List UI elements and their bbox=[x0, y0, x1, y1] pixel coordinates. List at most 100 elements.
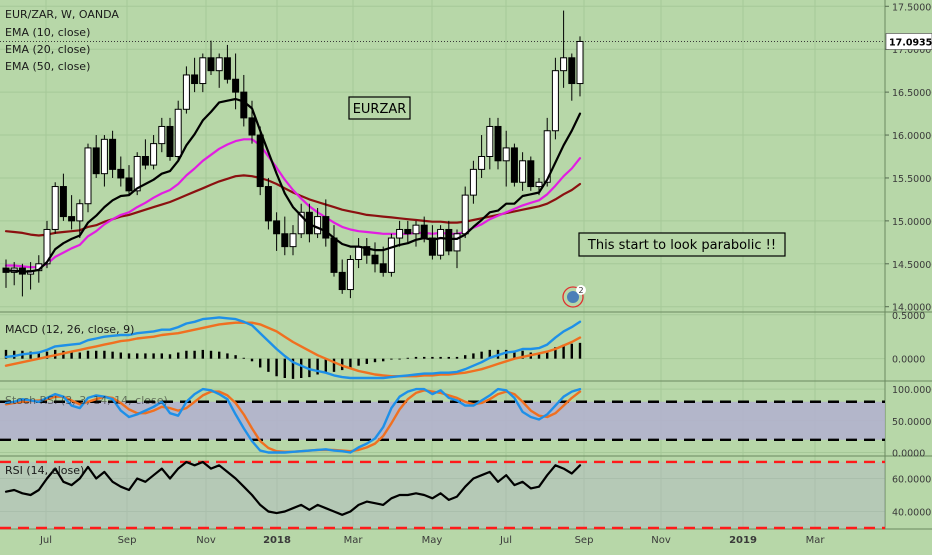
candle[interactable] bbox=[551, 57, 559, 140]
legend-ema50[interactable]: EMA (50, close) bbox=[5, 60, 90, 73]
candle[interactable] bbox=[346, 255, 354, 299]
candle-body-down bbox=[363, 246, 371, 256]
candle[interactable] bbox=[502, 130, 510, 187]
candle[interactable] bbox=[576, 36, 584, 97]
macd-histogram-bar bbox=[472, 353, 475, 359]
macd-line[interactable] bbox=[4, 316, 582, 380]
legend-ema10[interactable]: EMA (10, close) bbox=[5, 26, 90, 39]
candle[interactable] bbox=[141, 139, 149, 170]
candle[interactable] bbox=[387, 233, 395, 277]
macd-histogram-bar bbox=[390, 358, 393, 360]
candle[interactable] bbox=[68, 195, 76, 230]
candle[interactable] bbox=[223, 44, 231, 84]
macd-histogram-bar bbox=[259, 358, 262, 368]
annotation-title[interactable]: EURZAR bbox=[348, 96, 411, 120]
candle[interactable] bbox=[494, 117, 502, 170]
idea-badge-count: 2 bbox=[578, 286, 583, 295]
macd-histogram-bar bbox=[177, 352, 180, 359]
candle[interactable] bbox=[510, 143, 518, 187]
annotation-note[interactable]: This start to look parabolic !! bbox=[578, 232, 786, 257]
macd-histogram-bar bbox=[341, 358, 344, 371]
candle[interactable] bbox=[469, 160, 477, 204]
candle[interactable] bbox=[338, 259, 346, 294]
candle-body-up bbox=[486, 125, 494, 158]
candle[interactable] bbox=[92, 135, 100, 178]
legend-ema20[interactable]: EMA (20, close) bbox=[5, 43, 90, 56]
ema10-line[interactable] bbox=[4, 97, 582, 273]
candle[interactable] bbox=[412, 220, 420, 247]
candle[interactable] bbox=[322, 199, 330, 247]
axes: MACD (12, 26, close, 9) Stoch RSI (3, 3, … bbox=[5, 2, 932, 546]
candle-body-up bbox=[412, 224, 420, 235]
candle[interactable] bbox=[289, 225, 297, 256]
symbol-title[interactable]: EUR/ZAR, W, OANDA bbox=[5, 8, 119, 21]
macd-histogram-bar bbox=[562, 344, 565, 359]
candle[interactable] bbox=[404, 220, 412, 243]
rsi-line[interactable] bbox=[4, 460, 582, 516]
macd-histogram-bar bbox=[505, 349, 508, 359]
candle[interactable] bbox=[437, 225, 445, 260]
candle[interactable] bbox=[543, 117, 551, 187]
candle[interactable] bbox=[100, 135, 108, 187]
macd-histogram-bar bbox=[414, 356, 418, 359]
candle[interactable] bbox=[428, 225, 436, 260]
candle[interactable] bbox=[256, 126, 264, 196]
candle[interactable] bbox=[379, 246, 387, 277]
macd-histogram-bar bbox=[537, 353, 541, 359]
candle-body-up bbox=[51, 186, 59, 230]
candle[interactable] bbox=[182, 66, 190, 114]
candle[interactable] bbox=[215, 53, 223, 88]
candle[interactable] bbox=[84, 143, 92, 213]
time-tick-label: Nov bbox=[651, 535, 671, 546]
macd-histogram-bar bbox=[4, 349, 8, 359]
candle[interactable] bbox=[527, 156, 535, 191]
candle-body-down bbox=[420, 224, 428, 239]
macd-histogram-bar bbox=[447, 356, 450, 359]
macd-histogram-bar bbox=[357, 358, 360, 366]
macd-histogram-bar bbox=[570, 343, 573, 359]
candle[interactable] bbox=[51, 182, 59, 234]
macd-histogram-bar bbox=[349, 358, 352, 369]
candle[interactable] bbox=[560, 10, 568, 88]
last-price-tag[interactable] bbox=[885, 33, 932, 50]
candle[interactable] bbox=[396, 220, 404, 247]
idea-badge[interactable]: 2 bbox=[562, 285, 586, 308]
candle[interactable] bbox=[199, 53, 207, 93]
candle[interactable] bbox=[568, 53, 576, 101]
candle[interactable] bbox=[174, 100, 182, 161]
ema20-line[interactable] bbox=[4, 138, 582, 269]
candle-body-up bbox=[150, 143, 158, 166]
candle[interactable] bbox=[453, 229, 461, 269]
candle[interactable] bbox=[314, 208, 322, 239]
macd-signal-line[interactable] bbox=[4, 321, 582, 378]
candle[interactable] bbox=[264, 177, 272, 230]
stoch-rsi-pane bbox=[4, 387, 582, 454]
candle[interactable] bbox=[191, 57, 199, 93]
candle[interactable] bbox=[117, 156, 125, 187]
candle[interactable] bbox=[478, 135, 486, 178]
candle[interactable] bbox=[297, 203, 305, 239]
candle[interactable] bbox=[59, 173, 67, 221]
candle[interactable] bbox=[281, 216, 289, 256]
candle[interactable] bbox=[519, 152, 527, 191]
candle[interactable] bbox=[150, 135, 158, 170]
candle[interactable] bbox=[486, 117, 494, 170]
stoch-band-fill bbox=[0, 401, 885, 440]
candle[interactable] bbox=[207, 40, 215, 75]
candle[interactable] bbox=[76, 199, 84, 239]
candle[interactable] bbox=[166, 117, 174, 161]
candle[interactable] bbox=[363, 238, 371, 264]
candle[interactable] bbox=[109, 130, 117, 178]
macd-histogram-bar bbox=[78, 352, 81, 359]
candle[interactable] bbox=[125, 165, 133, 196]
candle[interactable] bbox=[158, 117, 166, 153]
candle[interactable] bbox=[273, 212, 281, 251]
candle[interactable] bbox=[371, 242, 379, 273]
candle-body-up bbox=[289, 233, 297, 248]
stoch-k-line[interactable] bbox=[4, 387, 582, 454]
candle-body-down bbox=[125, 177, 133, 192]
